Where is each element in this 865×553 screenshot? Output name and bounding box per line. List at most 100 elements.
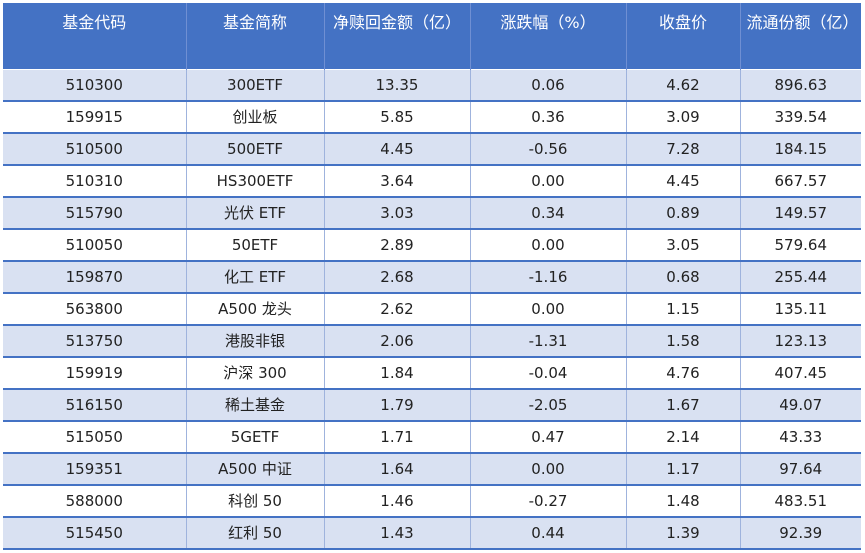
cell-fund-code: 515450 (3, 516, 187, 550)
cell-change-pct: 0.00 (469, 228, 627, 262)
table-row: 159915 创业板 5.85 0.36 3.09 339.54 (3, 100, 861, 134)
cell-fund-name: A500 龙头 (185, 292, 325, 326)
table-row: 510500 500ETF 4.45 -0.56 7.28 184.15 (3, 132, 861, 166)
cell-net-redemption: 4.45 (323, 132, 471, 166)
cell-fund-code: 510500 (3, 132, 187, 166)
cell-fund-name: 港股非银 (185, 324, 325, 358)
etf-redemption-table: 基金代码 基金简称 净赎回金额（亿） 涨跌幅（%） 收盘价 流通份额（亿） 51… (3, 3, 861, 550)
cell-fund-name: 红利 50 (185, 516, 325, 550)
cell-close-price: 1.39 (625, 516, 741, 550)
cell-fund-code: 510300 (3, 69, 187, 102)
cell-close-price: 4.62 (625, 69, 741, 102)
cell-float-shares: 667.57 (739, 164, 861, 198)
header-fund-code: 基金代码 (3, 3, 187, 70)
cell-float-shares: 92.39 (739, 516, 861, 550)
table-row: 513750 港股非银 2.06 -1.31 1.58 123.13 (3, 324, 861, 358)
cell-net-redemption: 2.62 (323, 292, 471, 326)
cell-fund-code: 515790 (3, 196, 187, 230)
etf-redemption-table-container: 基金代码 基金简称 净赎回金额（亿） 涨跌幅（%） 收盘价 流通份额（亿） 51… (3, 3, 861, 550)
table-row: 510300 300ETF 13.35 0.06 4.62 896.63 (3, 69, 861, 102)
table-body: 510300 300ETF 13.35 0.06 4.62 896.63 159915 创业板… (3, 69, 861, 550)
table-row: 515790 光伏 ETF 3.03 0.34 0.89 149.57 (3, 196, 861, 230)
cell-float-shares: 339.54 (739, 100, 861, 134)
table-row: 563800 A500 龙头 2.62 0.00 1.15 135.11 (3, 292, 861, 326)
cell-float-shares: 579.64 (739, 228, 861, 262)
cell-change-pct: -0.56 (469, 132, 627, 166)
cell-fund-code: 510050 (3, 228, 187, 262)
table-row: 510310 HS300ETF 3.64 0.00 4.45 667.57 (3, 164, 861, 198)
cell-change-pct: 0.34 (469, 196, 627, 230)
cell-change-pct: -0.27 (469, 484, 627, 518)
cell-float-shares: 135.11 (739, 292, 861, 326)
cell-change-pct: 0.06 (469, 69, 627, 102)
cell-net-redemption: 13.35 (323, 69, 471, 102)
cell-net-redemption: 1.84 (323, 356, 471, 390)
header-change-pct: 涨跌幅（%） (470, 3, 627, 70)
table-row: 588000 科创 50 1.46 -0.27 1.48 483.51 (3, 484, 861, 518)
cell-fund-name: 50ETF (185, 228, 325, 262)
cell-net-redemption: 5.85 (323, 100, 471, 134)
cell-fund-code: 563800 (3, 292, 187, 326)
cell-fund-name: 光伏 ETF (185, 196, 325, 230)
cell-fund-name: A500 中证 (185, 452, 325, 486)
cell-close-price: 1.58 (625, 324, 741, 358)
cell-fund-code: 513750 (3, 324, 187, 358)
header-net-redemption: 净赎回金额（亿） (324, 3, 471, 70)
cell-fund-code: 510310 (3, 164, 187, 198)
cell-close-price: 1.15 (625, 292, 741, 326)
cell-close-price: 7.28 (625, 132, 741, 166)
cell-float-shares: 49.07 (739, 388, 861, 422)
cell-change-pct: 0.00 (469, 452, 627, 486)
cell-net-redemption: 3.03 (323, 196, 471, 230)
cell-fund-name: 500ETF (185, 132, 325, 166)
table-row: 515050 5GETF 1.71 0.47 2.14 43.33 (3, 420, 861, 454)
cell-fund-code: 515050 (3, 420, 187, 454)
table-row: 159351 A500 中证 1.64 0.00 1.17 97.64 (3, 452, 861, 486)
cell-close-price: 2.14 (625, 420, 741, 454)
cell-change-pct: -2.05 (469, 388, 627, 422)
cell-float-shares: 407.45 (739, 356, 861, 390)
cell-fund-code: 516150 (3, 388, 187, 422)
cell-change-pct: 0.00 (469, 292, 627, 326)
cell-fund-code: 159915 (3, 100, 187, 134)
cell-close-price: 4.76 (625, 356, 741, 390)
cell-fund-code: 159870 (3, 260, 187, 294)
cell-change-pct: -1.31 (469, 324, 627, 358)
cell-net-redemption: 2.68 (323, 260, 471, 294)
cell-fund-code: 159919 (3, 356, 187, 390)
table-row: 516150 稀土基金 1.79 -2.05 1.67 49.07 (3, 388, 861, 422)
cell-close-price: 1.67 (625, 388, 741, 422)
cell-fund-code: 588000 (3, 484, 187, 518)
table-row: 159870 化工 ETF 2.68 -1.16 0.68 255.44 (3, 260, 861, 294)
cell-net-redemption: 2.89 (323, 228, 471, 262)
cell-float-shares: 43.33 (739, 420, 861, 454)
cell-close-price: 0.89 (625, 196, 741, 230)
cell-net-redemption: 2.06 (323, 324, 471, 358)
cell-float-shares: 184.15 (739, 132, 861, 166)
cell-fund-name: 沪深 300 (185, 356, 325, 390)
cell-net-redemption: 1.46 (323, 484, 471, 518)
cell-change-pct: 0.47 (469, 420, 627, 454)
cell-net-redemption: 1.64 (323, 452, 471, 486)
cell-change-pct: -1.16 (469, 260, 627, 294)
cell-close-price: 3.09 (625, 100, 741, 134)
cell-change-pct: -0.04 (469, 356, 627, 390)
cell-change-pct: 0.00 (469, 164, 627, 198)
cell-close-price: 0.68 (625, 260, 741, 294)
cell-change-pct: 0.36 (469, 100, 627, 134)
cell-net-redemption: 1.71 (323, 420, 471, 454)
table-header: 基金代码 基金简称 净赎回金额（亿） 涨跌幅（%） 收盘价 流通份额（亿） (3, 3, 861, 70)
cell-float-shares: 255.44 (739, 260, 861, 294)
cell-fund-name: 科创 50 (185, 484, 325, 518)
cell-change-pct: 0.44 (469, 516, 627, 550)
header-float-shares: 流通份额（亿） (740, 3, 861, 70)
table-row: 515450 红利 50 1.43 0.44 1.39 92.39 (3, 516, 861, 550)
cell-net-redemption: 1.43 (323, 516, 471, 550)
cell-close-price: 1.17 (625, 452, 741, 486)
cell-fund-name: HS300ETF (185, 164, 325, 198)
cell-fund-name: 创业板 (185, 100, 325, 134)
cell-fund-name: 300ETF (185, 69, 325, 102)
cell-float-shares: 149.57 (739, 196, 861, 230)
header-close-price: 收盘价 (626, 3, 741, 70)
cell-close-price: 4.45 (625, 164, 741, 198)
